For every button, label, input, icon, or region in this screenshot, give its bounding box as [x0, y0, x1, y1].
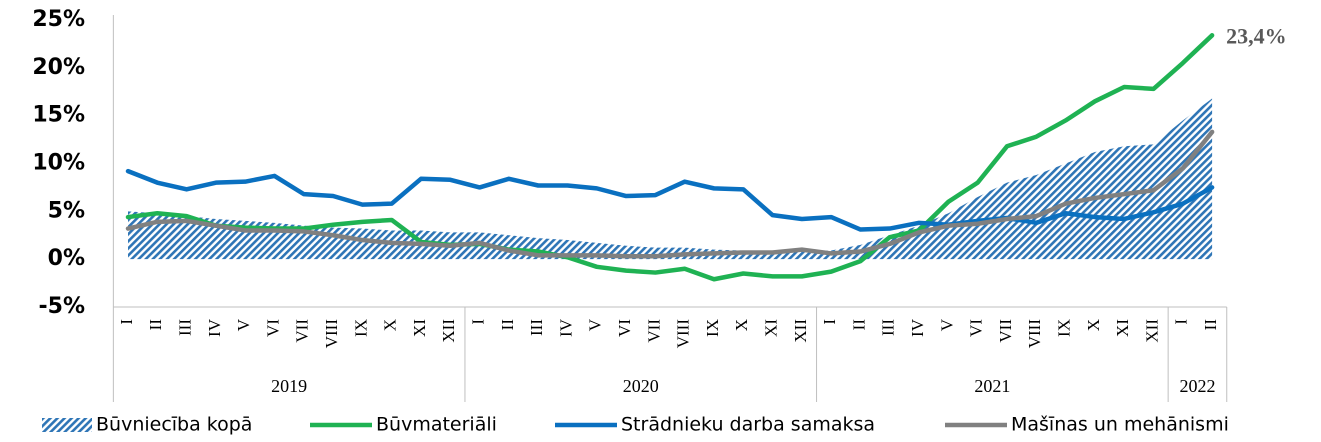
x-tick-label: VIII [322, 319, 341, 349]
x-tick-label: VI [967, 319, 986, 337]
x-tick-label: VI [615, 319, 634, 337]
line [125, 129, 1215, 259]
x-tick-label: III [176, 319, 195, 336]
line [125, 168, 1215, 232]
x-tick-label: V [234, 318, 253, 331]
legend-label: Mašīnas un mehānismi [1011, 414, 1229, 436]
x-tick-label: VII [644, 319, 663, 343]
x-tick-label: I [820, 319, 839, 325]
x-tick-label: I [469, 319, 488, 325]
group-label: 2019 [271, 376, 307, 396]
group-label: 2020 [623, 376, 659, 396]
y-tick-label: -5% [39, 294, 85, 319]
line [125, 33, 1215, 282]
x-tick-label: X [381, 319, 400, 331]
x-tick-label: IV [908, 318, 927, 337]
x-tick-label: I [1172, 319, 1191, 325]
x-tick-label: III [879, 319, 898, 336]
x-tick-label: II [498, 319, 517, 331]
y-tick-label: 15% [32, 103, 85, 128]
legend-swatch [42, 418, 92, 432]
x-tick-label: XI [1113, 319, 1132, 337]
x-tick-label: IV [556, 318, 575, 337]
x-tick-label: V [586, 318, 605, 331]
x-tick-label: IX [703, 319, 722, 337]
x-tick-label: X [732, 319, 751, 331]
legend-label: Būvniecība kopā [96, 414, 252, 436]
x-tick-label: VIII [1025, 319, 1044, 349]
x-tick-label: IV [205, 318, 224, 337]
y-tick-label: 25% [32, 7, 85, 32]
y-tick-label: 10% [32, 151, 85, 176]
group-label: 2022 [1179, 376, 1215, 396]
x-tick-label: III [527, 319, 546, 336]
x-tick-label: X [1084, 319, 1103, 331]
x-tick-label: IX [1055, 319, 1074, 337]
x-tick-label: VI [263, 319, 282, 337]
legend-label: Būvmateriāli [376, 414, 497, 436]
x-tick-label: II [849, 319, 868, 331]
y-tick-label: 0% [48, 246, 85, 271]
x-tick-label: II [146, 319, 165, 331]
x-tick-label: VIII [674, 319, 693, 349]
x-tick-label: I [117, 319, 136, 325]
legend-label: Strādnieku darba samaksa [621, 414, 875, 436]
area [128, 98, 1213, 260]
x-tick-label: II [1201, 319, 1220, 331]
x-tick-label: VII [996, 319, 1015, 343]
x-tick-label: XII [1142, 319, 1161, 343]
x-tick-label: XII [439, 319, 458, 343]
annotation: 23,4% [1226, 23, 1287, 48]
y-tick-label: 20% [32, 55, 85, 80]
y-tick-label: 5% [48, 198, 85, 223]
group-label: 2021 [974, 376, 1010, 396]
x-tick-label: V [937, 318, 956, 331]
x-tick-label: XI [410, 319, 429, 337]
x-tick-label: XI [762, 319, 781, 337]
x-tick-label: VII [293, 319, 312, 343]
x-tick-label: IX [351, 319, 370, 337]
x-tick-label: XII [791, 319, 810, 343]
